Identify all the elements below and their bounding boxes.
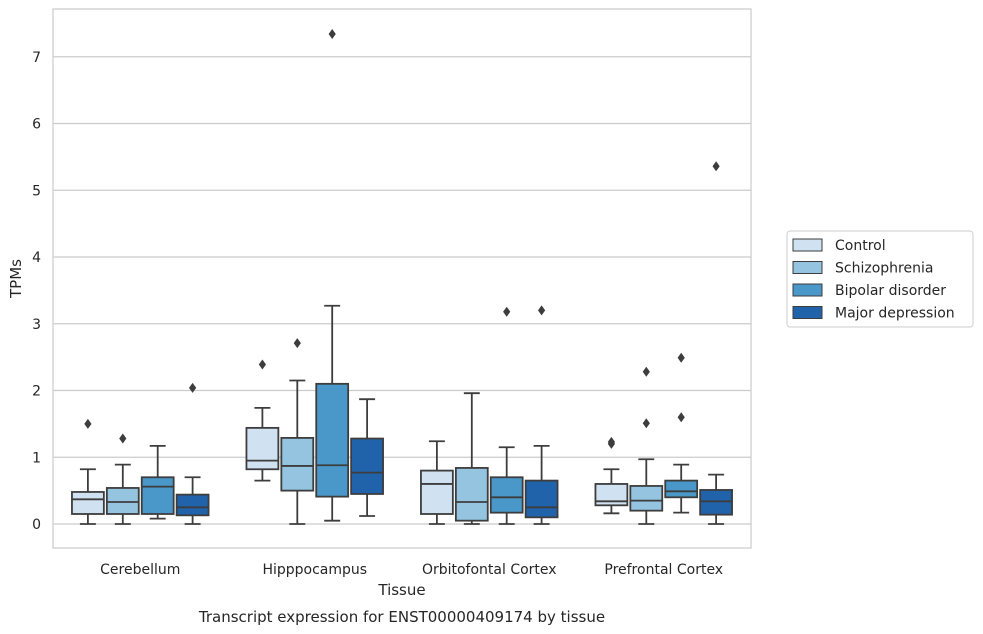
box-control	[245, 359, 280, 482]
outlier-point	[258, 359, 266, 370]
box-control	[71, 418, 105, 525]
y-tick-label: 0	[32, 517, 41, 533]
box-major-depression	[350, 398, 384, 517]
legend-frame	[786, 230, 974, 328]
outlier-point	[119, 433, 127, 444]
legend-swatch	[792, 306, 823, 319]
x-tick-labels: Cerebellum Hipppocampus Orbitofontal Corte…	[100, 562, 723, 578]
legend-label: Bipolar disorder	[835, 283, 946, 299]
box-control	[594, 436, 629, 515]
legend-swatch	[792, 238, 823, 252]
box-iqr	[699, 489, 733, 516]
outlier-point	[503, 306, 511, 317]
box-iqr	[105, 487, 140, 515]
box-iqr	[420, 469, 454, 515]
box-iqr	[71, 491, 105, 515]
box-iqr	[140, 476, 175, 515]
x-tick-label: Hipppocampus	[262, 562, 367, 578]
y-tick-label: 5	[32, 183, 41, 199]
y-tick-label: 2	[32, 384, 41, 400]
y-tick-label: 7	[32, 50, 41, 66]
box-iqr	[350, 437, 384, 495]
outlier-point	[677, 352, 685, 363]
box-schizophrenia	[280, 338, 315, 525]
box-schizophrenia	[105, 433, 140, 525]
outlier-point	[538, 305, 546, 316]
outlier-point	[328, 29, 336, 40]
box-major-depression	[524, 305, 559, 525]
outlier-point	[189, 382, 197, 393]
box-iqr	[489, 476, 524, 514]
box-schizophrenia	[629, 366, 664, 525]
legend-swatch	[792, 261, 823, 274]
box-iqr	[245, 426, 280, 471]
outlier-point	[677, 412, 685, 423]
y-tick-label: 1	[32, 450, 41, 466]
legend-label: Control	[835, 238, 886, 254]
x-tick-label: Cerebellum	[100, 562, 180, 578]
y-tick-labels: 0 1 2 3 4 5 6 7	[32, 50, 41, 533]
y-tick-label: 4	[32, 250, 41, 266]
outlier-point	[642, 418, 650, 429]
box-bipolar-disorder	[315, 29, 350, 522]
outlier-point	[642, 366, 650, 377]
chart-title: Transcript expression for ENST0000040917…	[198, 608, 605, 626]
outlier-point	[607, 436, 615, 447]
box-bipolar-disorder	[489, 306, 524, 525]
box-iqr	[175, 493, 210, 517]
outlier-point	[293, 338, 301, 349]
box-iqr	[524, 479, 559, 519]
legend-label: Schizophrenia	[835, 261, 933, 277]
box-iqr	[664, 479, 699, 499]
plot-area	[53, 9, 751, 548]
box-iqr	[629, 485, 664, 512]
legend-swatch	[792, 283, 823, 297]
plot-frame	[52, 8, 752, 549]
y-axis-label: TPMs	[7, 259, 25, 299]
grid-lines	[53, 56, 751, 525]
box-bipolar-disorder	[664, 352, 699, 514]
outlier-point	[712, 161, 720, 172]
box-control	[420, 440, 454, 525]
box-groups	[71, 29, 733, 525]
box-bipolar-disorder	[140, 445, 175, 520]
box-iqr	[280, 436, 315, 492]
legend: Control Schizophrenia Bipolar disorder Majo…	[786, 230, 974, 328]
y-tick-label: 6	[32, 117, 41, 133]
box-schizophrenia	[454, 392, 489, 525]
x-tick-label: Prefrontal Cortex	[604, 562, 723, 578]
box-iqr	[594, 483, 629, 507]
x-tick-label: Orbitofontal Cortex	[422, 562, 557, 578]
box-iqr	[454, 467, 489, 522]
y-tick-label: 3	[32, 317, 41, 333]
outlier-point	[84, 418, 92, 429]
box-major-depression	[175, 382, 210, 525]
box-major-depression	[699, 161, 733, 525]
box-iqr	[315, 382, 350, 498]
legend-label: Major depression	[835, 306, 955, 322]
x-axis-label: Tissue	[377, 581, 425, 599]
